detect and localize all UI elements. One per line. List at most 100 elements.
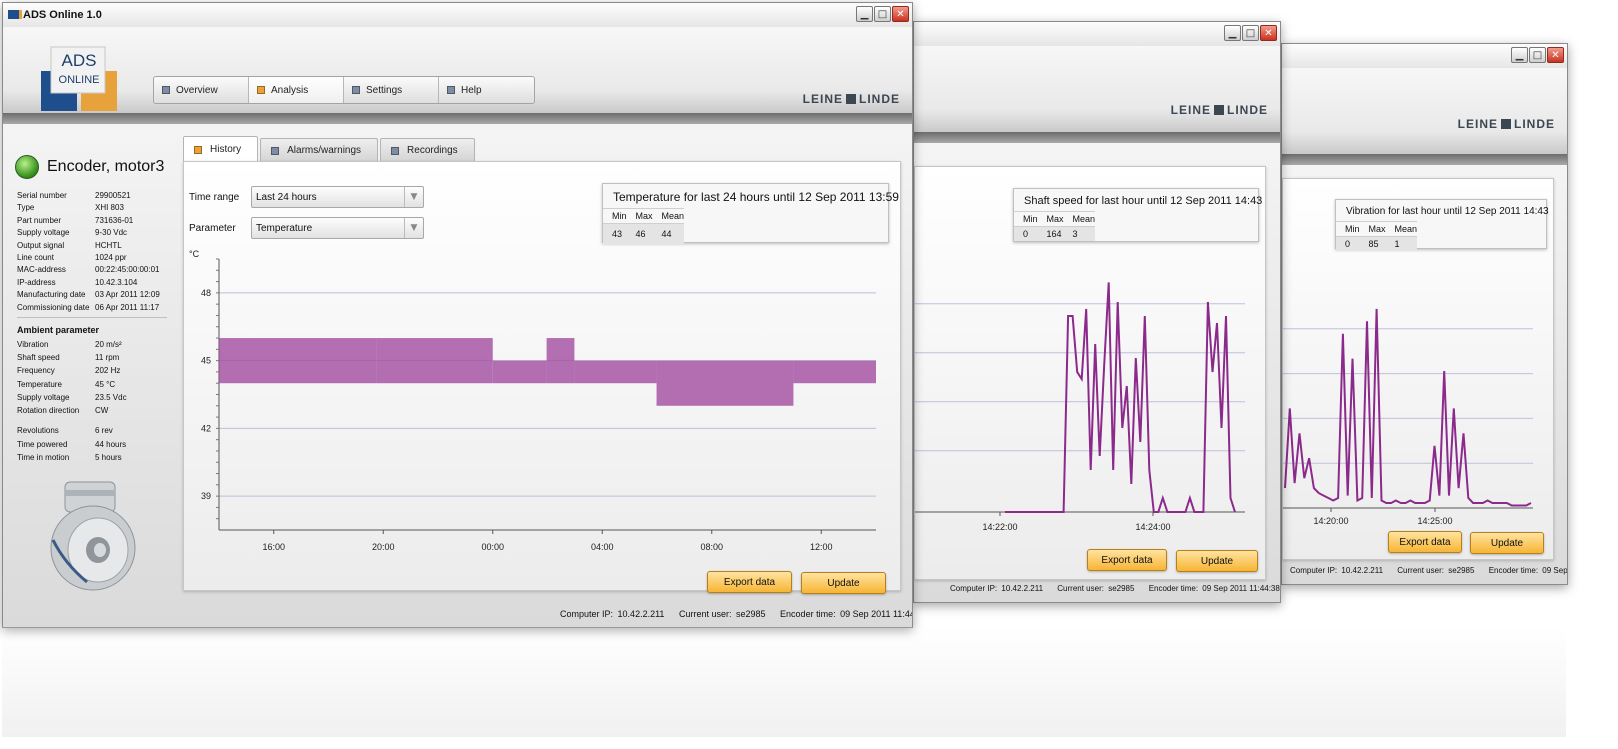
update-button[interactable]: Update [1470, 532, 1544, 554]
header-divider [914, 132, 1280, 143]
x-tick-label: 14:24:00 [1135, 522, 1170, 532]
stats-header-mean: Mean [1063, 211, 1096, 227]
square-bullet-icon [194, 145, 202, 154]
info-row: Type XHI 803 [17, 203, 124, 213]
square-bullet-icon [257, 86, 265, 94]
divider [17, 317, 167, 318]
window-vibration[interactable]: ▁ □ ✕ LEINE LINDE Vibration for last hour… [1281, 43, 1568, 585]
nav-label: Analysis [271, 84, 309, 96]
close-icon[interactable]: ✕ [1260, 25, 1277, 41]
window-main[interactable]: ADS Online 1.0 ▁ □ ✕ ADS ONLINE Overview… [2, 2, 913, 628]
tab-label: Alarms/warnings [287, 145, 362, 156]
export-data-button[interactable]: Export data [1087, 549, 1167, 571]
nav-overview[interactable]: Overview [154, 77, 249, 103]
x-tick-label: 14:20:00 [1313, 516, 1348, 526]
encoder-time-value: 09 Sep 2011 11:44:38 [1542, 566, 1568, 575]
svg-text:ADS: ADS [62, 51, 97, 70]
brand-logo: LEINE LINDE [1170, 103, 1268, 117]
stats-header-min: Min [603, 208, 627, 224]
y-tick-label: 45 [201, 356, 211, 366]
maximize-icon[interactable]: □ [874, 6, 891, 22]
nav-help[interactable]: Help [439, 77, 534, 103]
export-data-button[interactable]: Export data [1388, 531, 1462, 553]
counter-row: Revolutions 6 rev [17, 426, 113, 435]
chevron-down-icon[interactable]: ▼ [404, 187, 423, 207]
square-bullet-icon [271, 146, 280, 155]
tab-label: Recordings [407, 145, 458, 156]
update-button[interactable]: Update [801, 572, 886, 594]
temperature-band-segment [376, 338, 493, 384]
chart-panel: Shaft speed for last hour until 12 Sep 2… [914, 166, 1266, 580]
stats-header-max: Max [626, 208, 653, 224]
maximize-icon[interactable]: □ [1242, 25, 1259, 41]
tab-recordings[interactable]: Recordings [380, 138, 475, 162]
nav-settings[interactable]: Settings [344, 77, 439, 103]
info-row: Manufacturing date 03 Apr 2011 12:09 [17, 290, 160, 300]
window-shaft-speed[interactable]: ▁ □ ✕ LEINE LINDE Shaft speed for last ho… [913, 21, 1281, 603]
info-row: Output signal HCHTL [17, 240, 122, 250]
x-tick-label: 20:00 [372, 542, 395, 552]
close-icon[interactable]: ✕ [892, 6, 909, 22]
stats-header-min: Min [1014, 211, 1038, 227]
stats-header-min: Min [1336, 221, 1360, 237]
nav-analysis[interactable]: Analysis [249, 77, 344, 103]
nav-label: Help [461, 84, 482, 96]
computer-ip-value: 10.42.2.211 [1341, 566, 1384, 575]
ambient-row: Vibration 20 m/s² [17, 340, 122, 349]
stats-max: 85 [1359, 236, 1386, 251]
tab-history[interactable]: History [183, 136, 259, 162]
minimize-icon[interactable]: ▁ [856, 6, 873, 22]
info-row: IP-address 10.42.3.104 [17, 277, 138, 287]
time-range-value: Last 24 hours [256, 192, 317, 203]
parameter-value: Temperature [256, 223, 313, 234]
square-bullet-icon [447, 86, 455, 94]
temperature-band-segment [793, 360, 876, 384]
encoder-device-image [50, 481, 136, 591]
window-reflection [2, 627, 1566, 737]
stats-mean: 3 [1063, 226, 1096, 241]
status-bar: Computer IP: 10.42.2.211 Current user: s… [938, 584, 1280, 593]
close-icon[interactable]: ✕ [1547, 47, 1564, 63]
parameter-label: Parameter [189, 223, 236, 234]
parameter-select[interactable]: Temperature ▼ [251, 217, 424, 239]
tab-alarms-warnings[interactable]: Alarms/warnings [260, 138, 379, 162]
temperature-chart: °C 39 42 45 48 16:00 20:00 00:00 04:00 08:00 12:00 [189, 249, 876, 552]
temperature-band-segment [219, 338, 377, 384]
stats-box: Vibration for last hour until 12 Sep 201… [1335, 199, 1549, 251]
x-tick-label: 14:25:00 [1417, 516, 1452, 526]
nav-label: Overview [176, 84, 218, 96]
header-bar [914, 46, 1280, 144]
x-tick-label: 16:00 [262, 542, 285, 552]
stats-max: 164 [1037, 226, 1064, 241]
x-tick-label: 08:00 [700, 542, 723, 552]
update-button[interactable]: Update [1176, 550, 1258, 572]
encoder-time-value: 09 Sep 2011 11:44:38 [1202, 584, 1280, 593]
minimize-icon[interactable]: ▁ [1224, 25, 1241, 41]
info-row: Commissioning date 06 Apr 2011 11:17 [17, 302, 160, 312]
chart-panel: Vibration for last hour until 12 Sep 201… [1282, 178, 1554, 560]
title-bar[interactable]: ▁ □ ✕ [1282, 44, 1567, 68]
counter-row: Time powered 44 hours [17, 439, 127, 449]
vibration-line [1284, 308, 1532, 507]
ambient-row: Frequency 202 Hz [17, 366, 121, 376]
time-range-label: Time range [189, 192, 240, 203]
x-tick-label: 14:22:00 [982, 522, 1017, 532]
export-data-button[interactable]: Export data [707, 571, 792, 593]
time-range-select[interactable]: Last 24 hours ▼ [251, 186, 424, 208]
stats-box: Temperature for last 24 hours until 12 S… [602, 183, 899, 244]
header-divider [1282, 154, 1567, 165]
minimize-icon[interactable]: ▁ [1511, 47, 1528, 63]
stats-min: 43 [603, 223, 627, 244]
title-bar[interactable]: ▁ □ ✕ [914, 22, 1280, 46]
title-bar[interactable]: ADS Online 1.0 ▁ □ ✕ [3, 3, 912, 27]
brand-logo: LEINE LINDE [1457, 117, 1555, 131]
stats-header-max: Max [1359, 221, 1386, 237]
app-icon [8, 10, 22, 19]
tab-label: History [210, 144, 242, 155]
stats-header-mean: Mean [652, 208, 685, 224]
current-user-value: se2985 [736, 609, 766, 619]
chevron-down-icon[interactable]: ▼ [404, 218, 423, 238]
device-info-list: Serial number 29900521 Type XHI 803 Part n… [17, 191, 160, 315]
ambient-row: Temperature 45 °C [17, 379, 116, 389]
maximize-icon[interactable]: □ [1529, 47, 1546, 63]
